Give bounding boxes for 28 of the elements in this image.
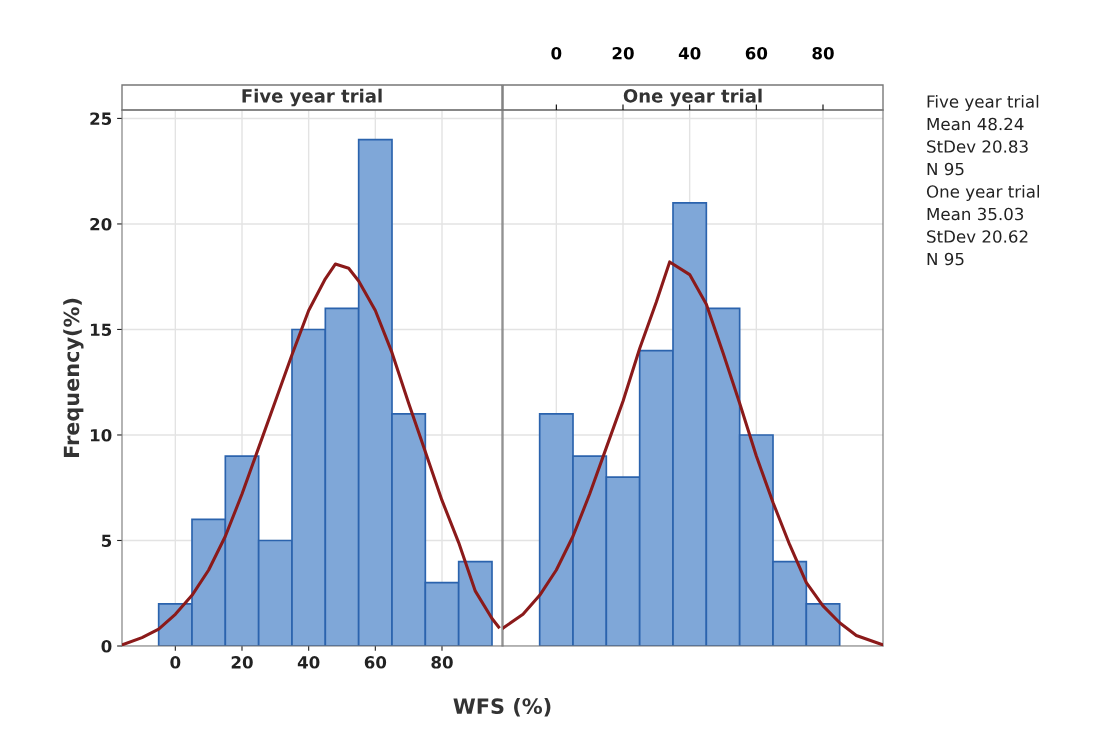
x-tick-label: 0: [170, 656, 181, 669]
text: N 95: [927, 252, 964, 266]
x2-tick-label: 0: [551, 46, 562, 60]
x-axis-title: WFS (%): [453, 697, 551, 717]
y-axis-title: Frequency(%): [63, 298, 84, 458]
y-tick-label: 10: [90, 428, 112, 442]
x2-tick-label: 80: [812, 46, 834, 60]
y-tick-label: 5: [101, 534, 112, 548]
x-tick-label: 40: [297, 656, 320, 669]
y-tick-label: 15: [90, 323, 112, 337]
y-tick-label: 25: [90, 112, 112, 126]
text: StDev 20.62: [927, 230, 1028, 243]
text: Mean 48.24: [927, 117, 1024, 131]
text: StDev 20.83: [927, 140, 1028, 153]
x-tick-label: 20: [231, 656, 253, 669]
x-tick-label: 80: [431, 656, 453, 669]
chart-title: One year trial: [623, 88, 762, 107]
x2-tick-label: 60: [745, 46, 768, 60]
text: Mean 35.03: [927, 207, 1024, 221]
x-tick-label: 60: [364, 656, 387, 669]
chart-title: Five year trial: [242, 88, 382, 107]
y-tick-label: 20: [90, 217, 112, 231]
x2-tick-label: 20: [612, 46, 634, 60]
text: Five year trial: [927, 94, 1039, 112]
text: N 95: [927, 162, 964, 176]
text: One year trial: [926, 184, 1040, 202]
x2-tick-label: 40: [678, 46, 701, 60]
y-tick-label: 0: [101, 639, 112, 653]
